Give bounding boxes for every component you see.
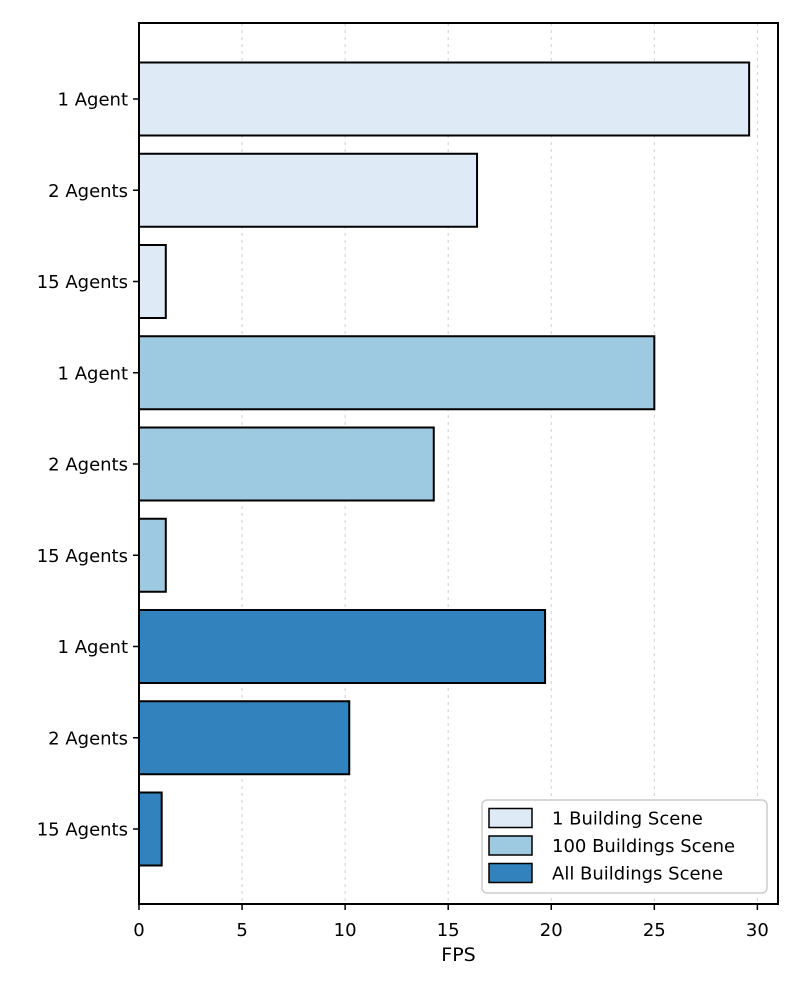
x-tick-label-20: 20 <box>540 920 563 941</box>
bar-100-buildings-scene-1-agent <box>138 335 656 411</box>
y-tick-label: 2 Agents <box>48 455 128 476</box>
bar-all-buildings-scene-15-agents <box>138 791 163 867</box>
bar-100-buildings-scene-2-agents <box>138 426 435 502</box>
y-tick-label: 15 Agents <box>37 272 128 293</box>
x-axis-label: FPS <box>441 944 475 966</box>
y-tick-label: 1 Agent <box>58 363 128 384</box>
y-tick-label: 2 Agents <box>48 728 128 749</box>
x-tick-label-0: 0 <box>133 920 144 941</box>
y-tick-label: 1 Agent <box>58 90 128 111</box>
x-tick-label-5: 5 <box>236 920 247 941</box>
axes-frame <box>138 22 779 905</box>
legend-label-100-buildings-scene: 100 Buildings Scene <box>552 836 735 857</box>
x-tick-label-15: 15 <box>437 920 460 941</box>
bar-1-building-scene-1-agent <box>138 61 751 137</box>
legend-label-1-building-scene: 1 Building Scene <box>552 809 703 830</box>
x-tick-label-30: 30 <box>746 920 769 941</box>
y-tick-label: 2 Agents <box>48 181 128 202</box>
bar-all-buildings-scene-1-agent <box>138 609 547 684</box>
bar-all-buildings-scene-2-agents <box>138 700 351 776</box>
x-tick-label-10: 10 <box>334 920 357 941</box>
x-tick-label-25: 25 <box>643 920 666 941</box>
bar-100-buildings-scene-15-agents <box>138 517 167 593</box>
legend-swatch-100-buildings-scene <box>488 835 533 856</box>
y-tick-label: 15 Agents <box>37 820 128 841</box>
bar-1-building-scene-15-agents <box>138 244 167 319</box>
legend-label-all-buildings-scene: All Buildings Scene <box>552 864 723 885</box>
legend-swatch-1-building-scene <box>488 807 533 829</box>
legend-swatch-all-buildings-scene <box>488 862 533 884</box>
legend-box <box>481 799 768 894</box>
y-tick-label: 1 Agent <box>58 637 128 658</box>
y-tick-label: 15 Agents <box>37 546 128 567</box>
bar-1-building-scene-2-agents <box>138 152 479 228</box>
